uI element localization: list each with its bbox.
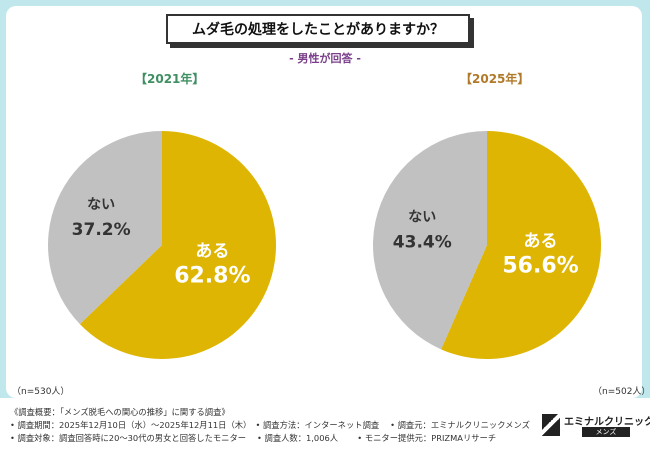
slice-value-0-1: 37.2% <box>72 220 131 240</box>
brand-name: エミナルクリニック <box>564 417 650 428</box>
brand-logo: エミナルクリニック メンズ <box>542 412 650 438</box>
survey-details-1: • 調査期間：2025年12月10日（水）〜2025年12月11日（木） • 調… <box>10 420 530 430</box>
survey-overview: 《調査概要：「メンズ脱毛への関心の推移」に関する調査》 <box>10 407 230 417</box>
brand-mark-icon <box>542 414 560 436</box>
chart-title-2021: 【2021年】 <box>135 72 205 86</box>
slice-label-0-0: ある <box>195 241 229 261</box>
brand-sub: メンズ <box>582 427 630 437</box>
sample-size-2025: （n=502人） <box>593 387 650 397</box>
page-title: ムダ毛の処理をしたことがありますか？ <box>166 14 470 44</box>
slice-label-1-0: ある <box>524 231 558 251</box>
slice-label-1-1: ない <box>408 209 436 225</box>
pie-slice-0-0 <box>79 131 277 360</box>
chart-title-2025: 【2025年】 <box>460 72 530 86</box>
survey-details-2: • 調査対象：調査回答時に20〜30代の男女と回答したモニター • 調査人数：1… <box>10 433 497 443</box>
sample-size-2021: （n=530人） <box>12 387 70 397</box>
pie-slice-1-1 <box>373 131 487 350</box>
slice-value-1-1: 43.4% <box>393 232 452 252</box>
footer: 《調査概要：「メンズ脱毛への関心の推移」に関する調査》 • 調査期間：2025年… <box>0 398 650 450</box>
slice-label-0-1: ない <box>87 197 115 213</box>
slice-value-1-0: 56.6% <box>502 253 578 278</box>
pie-slice-1-0 <box>441 131 602 360</box>
subtitle: - 男性が回答 - <box>289 52 361 65</box>
slice-value-0-0: 62.8% <box>174 263 250 288</box>
pie-slice-0-1 <box>48 131 163 325</box>
